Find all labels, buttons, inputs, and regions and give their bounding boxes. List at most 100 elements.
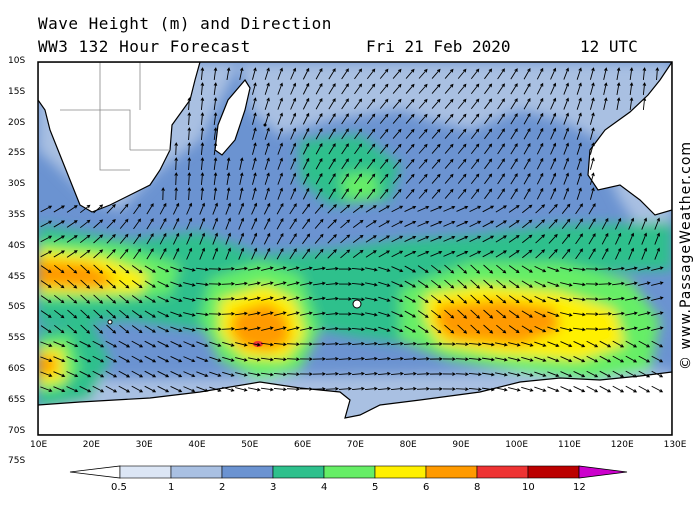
direction-arrow (221, 296, 235, 301)
direction-arrow (251, 247, 258, 260)
direction-arrow (391, 281, 404, 288)
direction-arrow (482, 220, 495, 228)
direction-arrow (508, 235, 520, 243)
direction-arrow (273, 357, 287, 362)
land-madagascar (214, 78, 251, 156)
direction-arrow (586, 385, 599, 393)
direction-arrow (93, 264, 104, 274)
direction-arrow (226, 187, 231, 200)
colorbar-label: 0.5 (111, 482, 127, 493)
direction-arrow (390, 371, 404, 376)
direction-arrow (392, 113, 402, 124)
direction-arrow (313, 311, 326, 316)
direction-arrow (338, 386, 352, 391)
direction-arrow (444, 158, 454, 169)
direction-arrow (174, 172, 178, 186)
direction-arrow (497, 128, 505, 140)
direction-arrow (276, 217, 284, 230)
direction-arrow (315, 82, 323, 95)
direction-arrow (573, 356, 586, 363)
direction-arrow (429, 357, 443, 361)
longitude-label: 120E (610, 440, 634, 450)
direction-arrow (354, 173, 363, 185)
direction-arrow (444, 98, 454, 109)
direction-arrow (93, 204, 104, 214)
direction-arrow (442, 372, 456, 376)
direction-arrow (289, 233, 297, 245)
direction-arrow (484, 113, 493, 125)
direction-arrow (170, 266, 183, 272)
direction-arrow (550, 127, 557, 140)
direction-arrow (366, 188, 376, 200)
direction-arrow (277, 67, 283, 80)
direction-arrow (495, 342, 508, 347)
direction-arrow (535, 219, 546, 229)
direction-arrow (286, 357, 300, 362)
direction-arrow (560, 356, 573, 363)
direction-arrow (651, 326, 664, 331)
direction-arrow (199, 232, 206, 245)
direction-arrow (483, 294, 494, 304)
colorbar-label: 1 (168, 482, 175, 493)
direction-arrow (576, 82, 582, 95)
direction-arrow (536, 142, 544, 155)
direction-arrow (221, 266, 235, 271)
direction-arrow (615, 232, 622, 245)
direction-arrow (560, 386, 573, 393)
direction-arrow (379, 113, 389, 124)
direction-arrow (286, 387, 300, 392)
direction-arrow (598, 296, 612, 301)
direction-arrow (469, 250, 482, 258)
direction-arrow (133, 218, 142, 230)
direction-arrow (378, 250, 391, 258)
direction-arrow (534, 386, 547, 392)
direction-arrow (431, 324, 442, 334)
direction-arrow (392, 83, 402, 94)
direction-arrow (248, 266, 261, 271)
direction-arrow (510, 188, 518, 200)
direction-arrow (366, 68, 376, 80)
direction-arrow (377, 371, 391, 376)
direction-arrow (170, 296, 183, 302)
direction-arrow (364, 341, 378, 346)
direction-arrow (300, 326, 313, 331)
direction-arrow (589, 112, 595, 125)
direction-arrow (183, 356, 196, 363)
direction-arrow (338, 267, 352, 271)
direction-arrow (510, 68, 518, 80)
direction-arrow (563, 67, 570, 80)
direction-arrow (187, 112, 192, 126)
direction-arrow (508, 205, 520, 213)
direction-arrow (588, 203, 596, 215)
direction-arrow (521, 356, 534, 362)
direction-arrow (105, 340, 118, 348)
direction-arrow (213, 157, 218, 171)
direction-arrow (612, 385, 625, 393)
direction-arrow (534, 341, 547, 347)
direction-arrow (200, 82, 205, 96)
direction-arrow (325, 266, 339, 271)
direction-arrow (66, 356, 79, 363)
direction-arrow (66, 386, 79, 393)
direction-arrow (523, 112, 531, 125)
direction-arrow (289, 218, 297, 230)
direction-arrow (560, 312, 573, 317)
direction-arrow (391, 326, 404, 333)
direction-arrow (225, 232, 232, 245)
direction-arrow (586, 370, 599, 378)
direction-arrow (365, 220, 377, 228)
direction-arrow (313, 326, 326, 331)
direction-arrow (40, 356, 53, 362)
direction-arrow (213, 187, 218, 201)
zone-6-8m-east (436, 300, 560, 345)
direction-arrow (612, 355, 625, 363)
direction-arrow (315, 127, 323, 140)
direction-arrow (651, 296, 664, 301)
direction-arrow (40, 325, 52, 333)
direction-arrow (390, 356, 404, 361)
latitude-label: 65S (8, 394, 26, 405)
direction-arrow (628, 217, 635, 230)
latitude-label: 20S (8, 117, 26, 128)
direction-arrow (209, 386, 222, 392)
direction-arrow (536, 172, 544, 185)
